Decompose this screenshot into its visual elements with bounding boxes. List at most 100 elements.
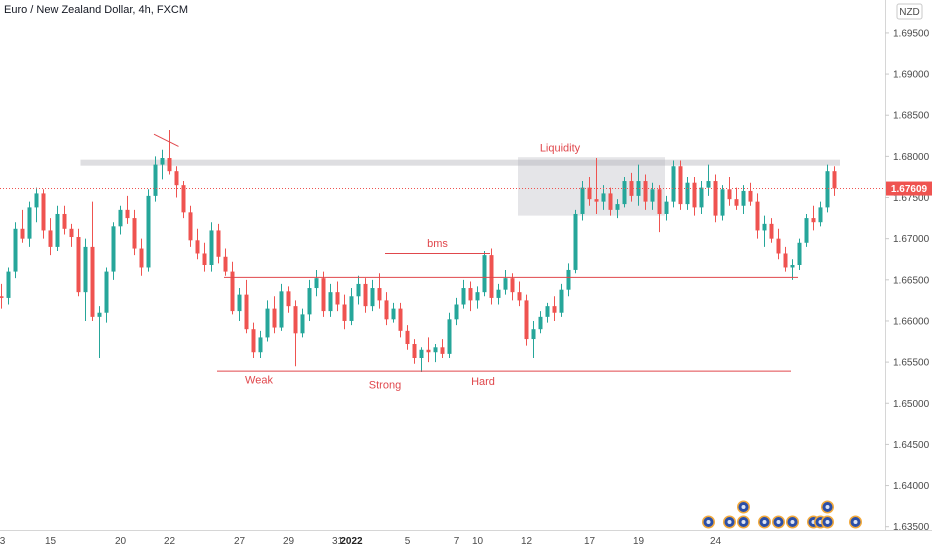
economic-event-icon[interactable] [786,515,799,529]
economic-event-icon[interactable] [821,500,834,514]
economic-event-icon[interactable] [702,515,715,529]
candle [468,281,473,312]
currency-badge[interactable] [896,3,923,20]
candle [377,273,382,309]
candle-body [13,228,18,272]
candle [34,187,39,223]
economic-event-icon[interactable] [758,515,771,529]
candle-body [83,246,88,293]
candle [398,302,403,338]
candle-body [279,291,284,328]
candle-body [629,181,634,196]
time-tick-label: 22 [164,536,176,547]
candle-body [398,308,403,331]
candle [727,176,732,206]
candle [538,311,543,334]
candle [692,176,697,216]
candle [615,199,620,219]
candle-body [454,304,459,320]
candle-body [412,344,417,358]
candle-body [174,171,179,186]
economic-event-icon[interactable] [772,515,785,529]
candle [601,185,606,210]
candle-body [356,283,361,297]
time-tick-label: 10 [472,536,484,547]
price-tick-label: 1.64500 [893,440,930,451]
time-tick-label: 20 [115,536,127,547]
candle [174,166,179,198]
candle [545,302,550,323]
candle-body [741,190,746,206]
candle [265,300,270,342]
candle [342,294,347,330]
candle [482,251,487,297]
candle-body [111,226,116,272]
candle [251,322,256,358]
candle [552,296,557,321]
economic-event-icon[interactable] [723,515,736,529]
price-tick-label: 1.67000 [893,234,930,245]
candle-body [202,253,207,265]
price-tick-label: 1.68000 [893,152,930,163]
candle [440,339,445,358]
candle-body [48,230,53,247]
candle [83,238,88,321]
candle-body [321,278,326,312]
candle [587,176,592,206]
candle-body [643,181,648,202]
candle [139,238,144,276]
candle-body [244,294,249,330]
candle [405,325,410,350]
candle-body [783,253,788,268]
price-tick-label: 1.69500 [893,28,930,39]
economic-event-icon[interactable] [849,515,862,529]
economic-event-icon[interactable] [737,500,750,514]
liquidity-label: Liquidity [540,142,581,154]
current-price-tag [886,181,932,196]
candle-body [370,288,375,307]
candle-body [363,283,368,307]
candle [433,344,438,363]
candle-body [727,189,732,200]
time-tick-label: 5 [405,536,411,547]
candle-body [818,207,823,223]
candle-body [216,230,221,257]
candle [769,218,774,243]
candle [307,279,312,321]
candle [230,261,235,315]
economic-event-icon[interactable] [737,515,750,529]
candle-body [391,308,396,320]
candle-body [811,218,816,223]
candle-body [538,316,543,330]
candle [363,278,368,313]
candle-body [181,185,186,213]
candle [132,209,137,256]
candle [76,228,81,297]
candle-body [209,230,214,265]
candle [678,160,683,210]
resistance-band [80,159,840,166]
candle-body [139,248,144,268]
candle [643,174,648,210]
economic-event-icon[interactable] [821,515,834,529]
chart-title: Euro / New Zealand Dollar, 4h, FXCM [4,4,188,16]
candle-body [671,166,676,202]
candle [48,218,53,256]
candle [335,281,340,312]
price-axis[interactable]: 1.69500 1.69000 1.68500 1.68000 1.67500 1.670… [885,28,930,533]
candle-body [664,201,669,214]
candle-body [104,271,109,313]
candle [517,281,522,307]
candle-body [258,337,263,353]
candle [461,279,466,309]
candle [55,205,60,252]
strong-label: Strong [369,379,401,391]
price-tick-label: 1.68500 [893,111,930,122]
time-tick-label: 29 [283,536,295,547]
candle-body [804,218,809,243]
candle-body [461,288,466,305]
candle [748,182,753,206]
